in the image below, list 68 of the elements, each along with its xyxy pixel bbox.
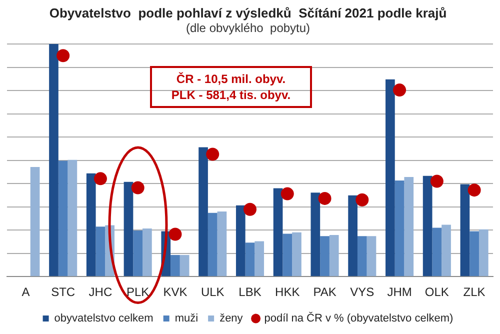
bar <box>478 229 488 276</box>
bar <box>96 226 106 276</box>
bar <box>142 228 152 276</box>
bar <box>404 177 414 276</box>
bar <box>422 176 432 276</box>
bar <box>357 236 367 276</box>
x-tick-label: KVK <box>163 285 188 300</box>
bar <box>348 195 358 276</box>
point <box>206 148 220 161</box>
x-tick-label: OLK <box>424 285 449 300</box>
x-tick-label: LBK <box>238 285 262 300</box>
bar <box>245 242 255 276</box>
x-tick-label: A <box>22 285 30 300</box>
bar <box>442 224 451 276</box>
annotation: ČR - 10,5 mil. obyv. <box>175 71 287 87</box>
legend-label: podíl na ČR v % (obyvatelstvo celkem) <box>264 312 454 325</box>
bar <box>273 188 283 276</box>
bar <box>282 234 292 276</box>
point <box>393 84 406 97</box>
point <box>131 181 144 194</box>
bar <box>180 254 190 276</box>
bar <box>198 147 208 276</box>
bar <box>236 205 246 276</box>
x-tick-label: HKK <box>275 285 300 300</box>
point <box>318 192 332 205</box>
chart-title: Obyvatelstvo podle pohlaví z výsledků Sčítání 2021 podle krajů <box>49 5 447 20</box>
bar <box>366 236 376 276</box>
point <box>244 202 256 216</box>
chart-subtitle: (dle obvyklého pobytu) <box>186 21 310 36</box>
bar <box>320 236 330 276</box>
bar <box>386 79 395 276</box>
x-tick-label: JHM <box>387 285 412 300</box>
bar <box>68 160 78 276</box>
point <box>430 174 444 188</box>
point <box>56 49 70 62</box>
bar <box>49 44 58 276</box>
bar <box>133 230 143 276</box>
x-tick-label: VYS <box>350 285 374 300</box>
bar <box>394 180 404 276</box>
legend-label: obyvatelstvo celkem <box>54 312 154 325</box>
point <box>468 184 481 197</box>
bar <box>217 211 227 276</box>
point <box>94 172 107 186</box>
bar <box>208 212 218 276</box>
x-tick-label: JHC <box>88 285 112 300</box>
legend-label: ženy <box>220 312 244 325</box>
x-tick-label: STC <box>51 285 76 300</box>
bar <box>329 234 339 276</box>
legend-label: muži <box>174 312 198 325</box>
point <box>356 193 369 206</box>
bar <box>460 184 470 276</box>
bar <box>30 167 40 276</box>
bar <box>86 173 96 276</box>
x-tick-label: PLK <box>126 285 150 300</box>
bar <box>310 192 320 276</box>
bar <box>170 254 180 276</box>
bar <box>124 182 134 276</box>
bar <box>432 228 442 276</box>
bar <box>292 232 302 276</box>
bar <box>58 160 68 276</box>
bar <box>254 241 264 276</box>
point <box>280 187 294 200</box>
x-tick-label: PAK <box>313 285 336 300</box>
annotation: PLK - 581,4 tis. obyv. <box>170 87 292 103</box>
point <box>168 228 182 241</box>
x-tick-label: ULK <box>200 285 224 300</box>
x-tick-label: ZLK <box>463 285 486 300</box>
bar <box>470 231 479 276</box>
